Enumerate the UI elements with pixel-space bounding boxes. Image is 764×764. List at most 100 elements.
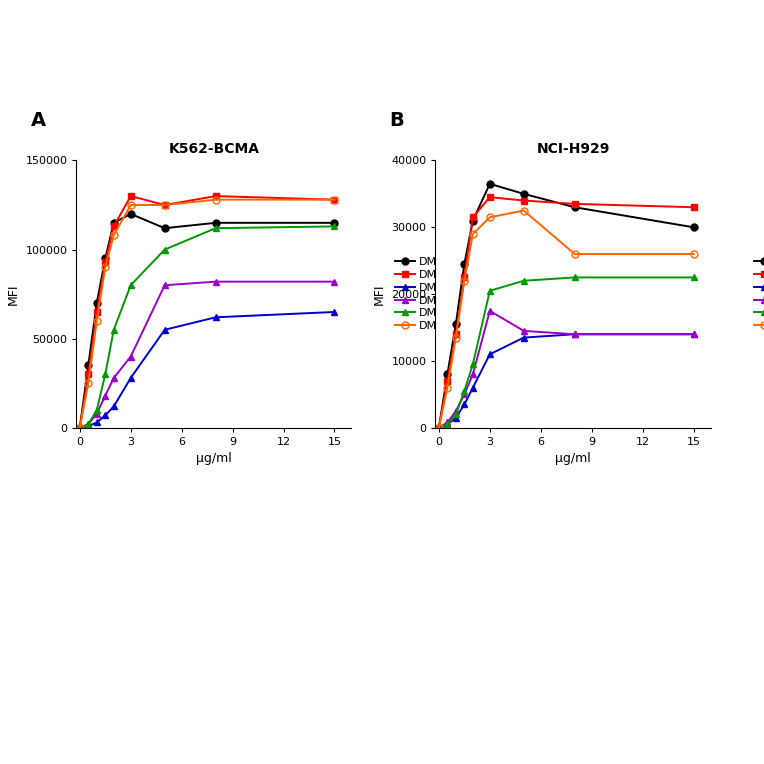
DM15 [92, 299, 102, 308]
DM20 [101, 263, 110, 272]
DM20 [485, 212, 494, 222]
DM17 [101, 411, 110, 420]
DM19 [485, 286, 494, 296]
DM16 [485, 193, 494, 202]
DM16 [160, 200, 170, 209]
DM15 [452, 319, 461, 329]
DM16 [460, 273, 469, 282]
DM18 [689, 329, 698, 338]
Line: DM19: DM19 [435, 274, 697, 432]
DM15 [689, 222, 698, 231]
DM15 [460, 260, 469, 269]
Line: DM20: DM20 [76, 196, 338, 432]
DM19 [75, 423, 84, 432]
DM20 [520, 206, 529, 215]
DM18 [84, 419, 93, 429]
DM15 [434, 423, 443, 432]
Line: DM17: DM17 [435, 331, 697, 432]
Title: K562-BCMA: K562-BCMA [168, 143, 260, 157]
Line: DM15: DM15 [435, 180, 697, 432]
DM18 [434, 423, 443, 432]
DM19 [92, 406, 102, 415]
DM19 [101, 370, 110, 379]
DM16 [570, 199, 579, 209]
DM20 [460, 276, 469, 285]
DM15 [443, 370, 452, 379]
DM17 [468, 383, 478, 392]
Text: A: A [31, 111, 46, 130]
DM19 [126, 280, 135, 290]
Y-axis label: MFI: MFI [7, 283, 20, 305]
DM20 [126, 200, 135, 209]
Y-axis label: MFI: MFI [373, 283, 386, 305]
DM15 [109, 219, 118, 228]
DM19 [452, 410, 461, 419]
DM17 [460, 400, 469, 409]
Line: DM16: DM16 [76, 193, 338, 432]
Line: DM16: DM16 [435, 194, 697, 432]
Line: DM18: DM18 [76, 278, 338, 432]
DM19 [211, 224, 220, 233]
Text: B: B [390, 111, 404, 130]
DM20 [84, 379, 93, 388]
DM16 [452, 329, 461, 338]
DM15 [75, 423, 84, 432]
DM20 [689, 249, 698, 258]
Legend: DM15, DM16, DM17, DM18, DM19, DM20: DM15, DM16, DM17, DM18, DM19, DM20 [749, 253, 764, 335]
DM16 [92, 307, 102, 316]
DM20 [330, 195, 339, 204]
DM20 [468, 229, 478, 238]
DM18 [443, 418, 452, 427]
DM16 [443, 377, 452, 386]
DM16 [75, 423, 84, 432]
DM17 [443, 420, 452, 429]
DM19 [160, 245, 170, 254]
DM15 [570, 202, 579, 212]
DM19 [434, 423, 443, 432]
DM17 [211, 312, 220, 322]
DM15 [468, 216, 478, 225]
Line: DM17: DM17 [76, 309, 338, 432]
DM20 [570, 249, 579, 258]
DM18 [126, 352, 135, 361]
DM17 [570, 329, 579, 338]
DM19 [460, 387, 469, 396]
DM18 [92, 409, 102, 418]
Line: DM18: DM18 [435, 307, 697, 432]
DM17 [160, 325, 170, 335]
DM17 [689, 329, 698, 338]
DM15 [211, 219, 220, 228]
DM16 [211, 192, 220, 201]
DM15 [126, 209, 135, 219]
DM16 [468, 212, 478, 222]
DM17 [92, 418, 102, 427]
DM19 [330, 222, 339, 231]
X-axis label: μg/ml: μg/ml [555, 452, 591, 465]
Line: DM19: DM19 [76, 223, 338, 432]
DM18 [330, 277, 339, 286]
DM15 [330, 219, 339, 228]
DM18 [468, 370, 478, 379]
DM20 [92, 316, 102, 325]
Line: DM15: DM15 [76, 210, 338, 432]
DM16 [126, 192, 135, 201]
DM15 [520, 189, 529, 199]
DM18 [75, 423, 84, 432]
DM18 [570, 329, 579, 338]
DM16 [434, 423, 443, 432]
DM18 [160, 280, 170, 290]
DM20 [443, 383, 452, 392]
DM16 [84, 370, 93, 379]
DM20 [452, 333, 461, 342]
DM19 [570, 273, 579, 282]
DM20 [434, 423, 443, 432]
DM17 [84, 422, 93, 431]
DM18 [520, 326, 529, 335]
DM19 [520, 276, 529, 285]
DM18 [460, 390, 469, 399]
DM17 [109, 402, 118, 411]
X-axis label: μg/ml: μg/ml [196, 452, 231, 465]
DM16 [330, 195, 339, 204]
DM20 [211, 195, 220, 204]
DM17 [330, 307, 339, 316]
